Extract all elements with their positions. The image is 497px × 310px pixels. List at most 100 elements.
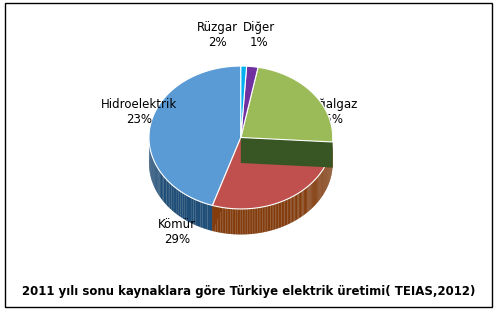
Polygon shape	[241, 138, 332, 167]
Text: Doğalgaz
45%: Doğalgaz 45%	[303, 98, 358, 126]
Polygon shape	[221, 207, 222, 233]
Polygon shape	[155, 163, 156, 191]
Polygon shape	[313, 181, 314, 207]
Polygon shape	[309, 185, 310, 211]
Polygon shape	[315, 179, 316, 205]
Polygon shape	[156, 165, 157, 193]
Polygon shape	[157, 167, 159, 195]
Polygon shape	[285, 200, 286, 226]
Polygon shape	[210, 205, 212, 231]
Polygon shape	[200, 202, 203, 228]
Polygon shape	[241, 209, 243, 234]
Polygon shape	[303, 190, 304, 216]
Polygon shape	[241, 67, 332, 142]
Polygon shape	[264, 206, 266, 232]
Polygon shape	[203, 202, 205, 229]
Polygon shape	[324, 167, 325, 194]
Polygon shape	[323, 169, 324, 195]
Polygon shape	[310, 184, 311, 210]
Polygon shape	[241, 66, 247, 138]
Polygon shape	[214, 206, 216, 232]
Polygon shape	[239, 209, 241, 234]
Polygon shape	[212, 206, 214, 231]
Polygon shape	[293, 196, 295, 222]
Text: Diğer
1%: Diğer 1%	[243, 21, 275, 49]
Polygon shape	[256, 208, 257, 233]
Polygon shape	[317, 177, 318, 203]
Polygon shape	[275, 203, 277, 229]
Polygon shape	[266, 206, 267, 232]
Polygon shape	[153, 157, 154, 185]
Polygon shape	[271, 205, 272, 231]
Polygon shape	[193, 199, 196, 225]
Polygon shape	[212, 138, 332, 209]
Polygon shape	[226, 208, 227, 234]
Polygon shape	[312, 182, 313, 208]
Polygon shape	[269, 205, 271, 231]
Polygon shape	[306, 187, 307, 213]
Polygon shape	[254, 208, 256, 234]
Text: 2011 yılı sonu kaynaklara göre Türkiye elektrik üretimi( TEIAS,2012): 2011 yılı sonu kaynaklara göre Türkiye e…	[22, 285, 475, 298]
Polygon shape	[217, 206, 219, 232]
Polygon shape	[154, 162, 155, 189]
Polygon shape	[248, 209, 249, 234]
Polygon shape	[151, 152, 152, 179]
Polygon shape	[246, 209, 248, 234]
Polygon shape	[322, 170, 323, 197]
Polygon shape	[216, 206, 217, 232]
Polygon shape	[168, 181, 169, 208]
Text: Kömür
29%: Kömür 29%	[158, 218, 196, 246]
Polygon shape	[272, 204, 274, 230]
Polygon shape	[286, 199, 287, 225]
Polygon shape	[259, 207, 261, 233]
Polygon shape	[283, 200, 285, 227]
Polygon shape	[164, 176, 165, 203]
Polygon shape	[219, 207, 221, 233]
Polygon shape	[231, 209, 232, 234]
Polygon shape	[326, 164, 327, 190]
Polygon shape	[325, 165, 326, 192]
Polygon shape	[241, 66, 258, 138]
Polygon shape	[177, 189, 179, 216]
Ellipse shape	[149, 91, 332, 234]
Polygon shape	[297, 193, 299, 219]
Polygon shape	[257, 207, 259, 233]
Polygon shape	[328, 159, 329, 185]
Polygon shape	[166, 179, 168, 207]
Polygon shape	[296, 194, 297, 220]
Polygon shape	[169, 183, 171, 210]
Polygon shape	[316, 178, 317, 204]
Polygon shape	[319, 174, 320, 201]
Polygon shape	[299, 192, 300, 219]
Polygon shape	[229, 208, 231, 234]
Polygon shape	[205, 203, 208, 230]
Polygon shape	[281, 201, 283, 227]
Polygon shape	[187, 195, 189, 222]
Polygon shape	[185, 194, 187, 221]
Polygon shape	[278, 202, 280, 228]
Polygon shape	[181, 192, 183, 218]
Polygon shape	[320, 173, 321, 200]
Polygon shape	[198, 201, 200, 227]
Polygon shape	[314, 180, 315, 206]
Polygon shape	[234, 209, 236, 234]
Polygon shape	[307, 186, 309, 212]
Polygon shape	[159, 169, 160, 196]
Polygon shape	[183, 193, 185, 219]
Polygon shape	[191, 197, 193, 224]
Polygon shape	[162, 175, 164, 202]
Polygon shape	[252, 208, 254, 234]
Polygon shape	[301, 191, 303, 217]
Polygon shape	[274, 204, 275, 230]
Polygon shape	[149, 66, 241, 206]
Polygon shape	[238, 209, 239, 234]
Polygon shape	[318, 175, 319, 202]
Polygon shape	[160, 171, 161, 198]
Polygon shape	[212, 138, 241, 231]
Polygon shape	[232, 209, 234, 234]
Polygon shape	[196, 200, 198, 226]
Polygon shape	[152, 156, 153, 183]
Polygon shape	[227, 208, 229, 234]
Polygon shape	[212, 138, 241, 231]
Polygon shape	[171, 184, 173, 211]
